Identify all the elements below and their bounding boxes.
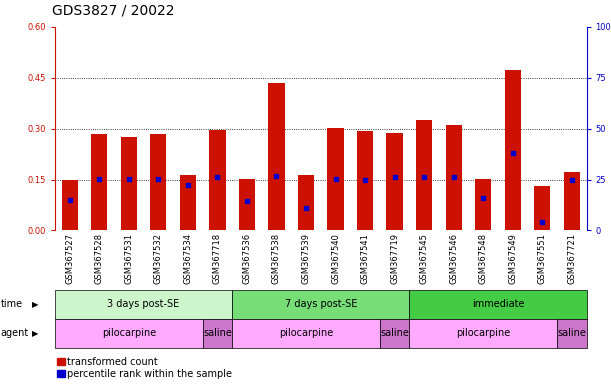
Bar: [475, 179, 491, 230]
Text: 7 days post-SE: 7 days post-SE: [285, 299, 357, 310]
Bar: [55, 290, 232, 319]
Bar: [232, 290, 409, 319]
Text: pilocarpine: pilocarpine: [279, 328, 333, 338]
Bar: [409, 319, 557, 348]
Bar: [91, 134, 108, 230]
Text: 3 days post-SE: 3 days post-SE: [108, 299, 180, 310]
Bar: [409, 290, 587, 319]
Text: ▶: ▶: [32, 300, 38, 309]
Bar: [203, 319, 232, 348]
Bar: [445, 125, 462, 230]
Text: agent: agent: [1, 328, 29, 338]
Bar: [232, 319, 380, 348]
Text: saline: saline: [203, 328, 232, 338]
Bar: [387, 133, 403, 230]
Bar: [268, 83, 285, 230]
Text: time: time: [1, 299, 23, 310]
Bar: [180, 175, 196, 230]
Bar: [534, 186, 551, 230]
Bar: [210, 130, 225, 230]
Legend: transformed count, percentile rank within the sample: transformed count, percentile rank withi…: [57, 357, 233, 379]
Bar: [357, 131, 373, 230]
Bar: [150, 134, 166, 230]
Text: saline: saline: [557, 328, 586, 338]
Text: immediate: immediate: [472, 299, 524, 310]
Bar: [121, 137, 137, 230]
Bar: [564, 172, 580, 230]
Bar: [239, 179, 255, 230]
Bar: [557, 319, 587, 348]
Text: pilocarpine: pilocarpine: [101, 328, 156, 338]
Bar: [298, 175, 314, 230]
Bar: [416, 120, 432, 230]
Text: pilocarpine: pilocarpine: [456, 328, 510, 338]
Bar: [62, 180, 78, 230]
Bar: [327, 128, 343, 230]
Bar: [380, 319, 409, 348]
Bar: [505, 70, 521, 230]
Text: saline: saline: [380, 328, 409, 338]
Text: ▶: ▶: [32, 329, 38, 338]
Bar: [55, 319, 203, 348]
Text: GDS3827 / 20022: GDS3827 / 20022: [52, 3, 174, 17]
